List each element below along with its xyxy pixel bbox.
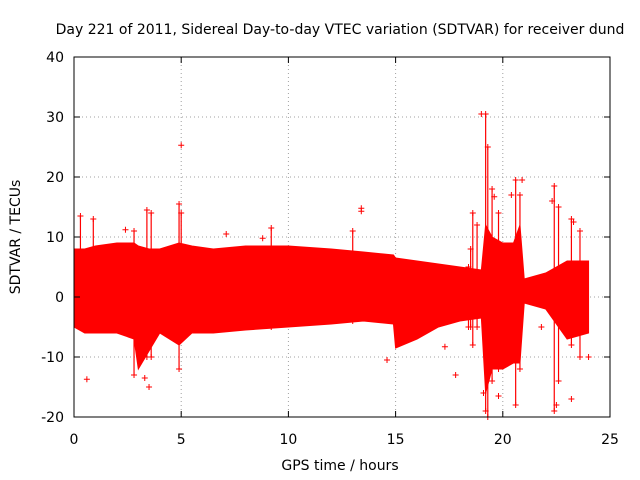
data-point bbox=[516, 366, 523, 372]
data-point bbox=[122, 226, 129, 233]
chart-title: Day 221 of 2011, Sidereal Day-to-day VTE… bbox=[56, 22, 625, 38]
data-point bbox=[358, 208, 365, 215]
data-point bbox=[452, 372, 459, 378]
data-point bbox=[223, 231, 230, 237]
data-point bbox=[148, 354, 155, 360]
x-axis-label: GPS time / hours bbox=[281, 458, 398, 474]
data-point bbox=[176, 201, 183, 207]
data-point bbox=[77, 276, 84, 282]
data-point bbox=[478, 111, 485, 117]
data-point bbox=[176, 366, 183, 372]
data-point bbox=[568, 342, 575, 348]
data-point bbox=[510, 249, 517, 255]
data-point bbox=[469, 342, 476, 348]
data-point bbox=[480, 390, 487, 396]
data-point bbox=[178, 210, 185, 216]
x-tick-label: 20 bbox=[494, 432, 512, 448]
axis-ticks: 0 5 10 15 20 25 -20 -10 0 10 20 30 40 bbox=[41, 50, 619, 448]
data-band bbox=[73, 223, 590, 394]
data-point bbox=[268, 225, 275, 231]
data-point bbox=[268, 324, 275, 330]
data-point bbox=[576, 354, 583, 360]
data-point bbox=[474, 222, 481, 228]
data-point bbox=[141, 375, 148, 381]
x-tick-label: 5 bbox=[177, 432, 186, 448]
data-point bbox=[484, 144, 491, 150]
y-tick-label: 20 bbox=[46, 170, 64, 186]
data-point bbox=[259, 235, 266, 242]
data-point bbox=[90, 276, 97, 282]
data-point bbox=[576, 228, 583, 234]
data-point bbox=[469, 210, 476, 216]
data-point bbox=[384, 357, 391, 363]
data-point bbox=[519, 177, 526, 183]
data-point bbox=[551, 183, 558, 189]
data-point bbox=[553, 402, 560, 408]
data-point bbox=[489, 378, 496, 384]
data-point bbox=[77, 213, 84, 219]
data-point bbox=[555, 204, 562, 210]
data-point bbox=[83, 376, 90, 383]
data-point bbox=[90, 216, 97, 222]
x-tick-label: 25 bbox=[601, 432, 619, 448]
data-point bbox=[178, 330, 185, 336]
y-axis-label: SDTVAR / TECUs bbox=[8, 180, 24, 295]
data-point bbox=[143, 207, 150, 213]
data-point bbox=[508, 192, 515, 198]
data-point bbox=[349, 228, 356, 234]
data-point bbox=[568, 396, 575, 402]
data-point bbox=[349, 318, 356, 324]
data-point bbox=[146, 384, 153, 390]
data-point bbox=[495, 366, 502, 372]
data-point bbox=[148, 210, 155, 216]
data-point bbox=[516, 192, 523, 198]
data-point bbox=[491, 193, 498, 200]
data-point bbox=[551, 408, 558, 414]
data-series bbox=[73, 111, 592, 420]
y-tick-label: -10 bbox=[41, 350, 64, 366]
data-point bbox=[585, 354, 592, 360]
data-point bbox=[549, 198, 556, 204]
x-tick-label: 15 bbox=[387, 432, 405, 448]
data-point bbox=[131, 372, 138, 378]
data-point bbox=[570, 219, 577, 225]
y-tick-label: -20 bbox=[41, 410, 64, 426]
data-point bbox=[538, 324, 545, 330]
data-point bbox=[474, 324, 481, 330]
y-tick-label: 0 bbox=[55, 290, 64, 306]
x-tick-label: 0 bbox=[70, 432, 79, 448]
data-point bbox=[495, 393, 502, 399]
data-point bbox=[178, 142, 185, 149]
data-point bbox=[512, 177, 519, 183]
data-point bbox=[512, 402, 519, 408]
data-point bbox=[489, 186, 496, 192]
data-point bbox=[495, 210, 502, 216]
y-tick-label: 30 bbox=[46, 110, 64, 126]
x-tick-label: 10 bbox=[279, 432, 297, 448]
y-tick-label: 40 bbox=[46, 50, 64, 66]
data-point bbox=[555, 378, 562, 384]
data-point bbox=[131, 228, 138, 234]
data-point bbox=[441, 343, 448, 350]
y-tick-label: 10 bbox=[46, 230, 64, 246]
